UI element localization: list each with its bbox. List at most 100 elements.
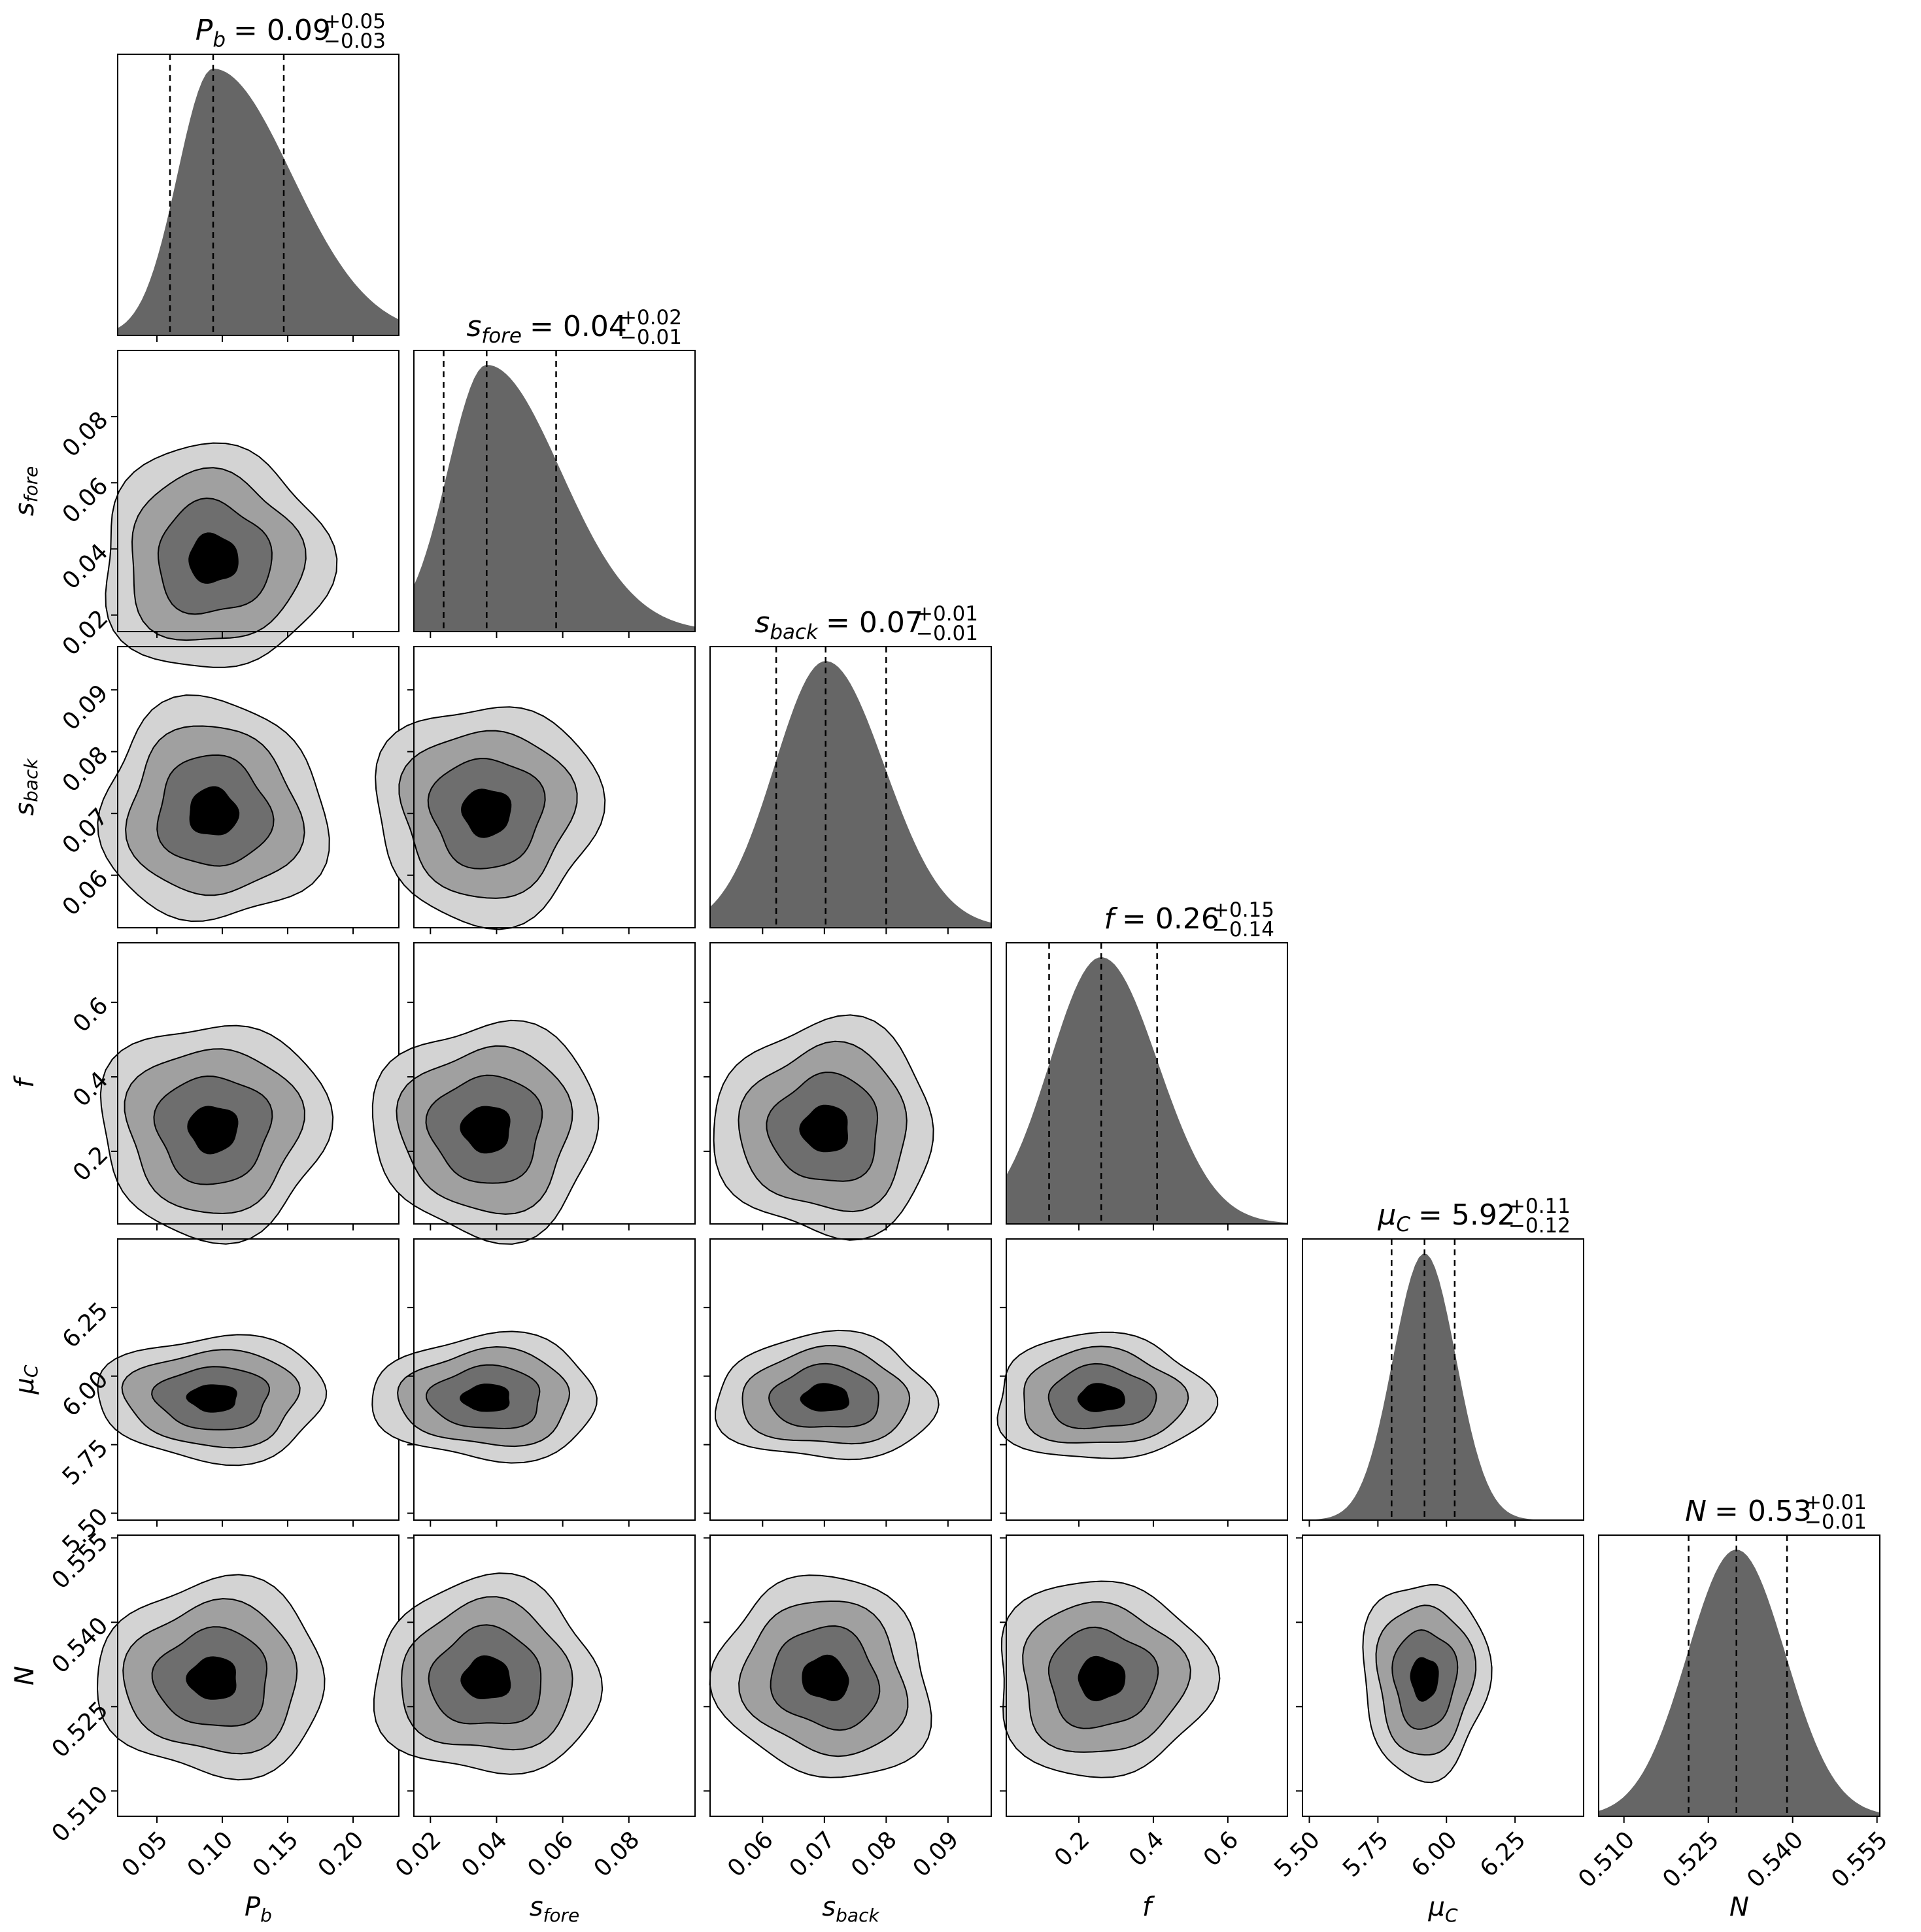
title-param: μC xyxy=(1377,1198,1410,1236)
title-equals: = xyxy=(530,310,563,343)
axes-frame xyxy=(1302,1534,1584,1817)
marginal-panel-f: f = 0.26+0.15−0.14 xyxy=(1006,898,1288,1230)
axes-frame xyxy=(709,942,992,1225)
contour-level-4 xyxy=(799,1104,848,1153)
param-symbol: N xyxy=(1729,1892,1749,1922)
title-plus-error: +0.05 xyxy=(324,10,386,33)
x-axis-label: sback xyxy=(822,1892,880,1926)
axes-frame xyxy=(1302,1238,1584,1521)
title-plus-error: +0.02 xyxy=(620,306,682,330)
x-tick-label: 0.08 xyxy=(846,1826,902,1882)
x-tick-label: 0.15 xyxy=(248,1826,304,1882)
joint-panel-Pb-sback: 0.060.070.080.09 xyxy=(58,646,400,934)
title-plus-error: +0.01 xyxy=(1805,1491,1867,1514)
title-minus-error: −0.01 xyxy=(620,326,682,349)
param-symbol: s xyxy=(10,802,40,816)
x-tick-label: 0.09 xyxy=(908,1826,964,1882)
param-subscript: back xyxy=(836,1905,880,1926)
param-subscript: back xyxy=(20,758,42,802)
x-tick-label: 6.00 xyxy=(1406,1826,1463,1882)
param-symbol: f xyxy=(1142,1892,1155,1922)
param-symbol: s xyxy=(10,502,40,516)
contour-level-4 xyxy=(186,1656,237,1700)
contour-level-4 xyxy=(1077,1383,1125,1412)
x-tick-label: 0.07 xyxy=(785,1826,841,1882)
param-symbol: μ xyxy=(1427,1892,1444,1922)
joint-panel-muC-N: 5.50 5.75 6.00 6.25 xyxy=(1269,1534,1584,1882)
contour-level-4 xyxy=(460,788,512,838)
panel-title: N = 0.53+0.01−0.01 xyxy=(1685,1491,1867,1534)
x-tick-label: 0.06 xyxy=(722,1826,779,1882)
contour-level-4 xyxy=(187,1106,239,1155)
title-plus-error: +0.01 xyxy=(916,602,978,626)
y-tick-label: 5.75 xyxy=(58,1434,114,1491)
x-tick-label: 5.50 xyxy=(1269,1826,1325,1882)
title-equals: = xyxy=(1418,1198,1452,1232)
param-symbol: μ xyxy=(1377,1198,1396,1232)
param-symbol: f xyxy=(10,1075,40,1088)
axes-frame xyxy=(709,646,992,928)
title-value: 0.07 xyxy=(859,606,923,639)
joint-panel-sback-muC xyxy=(704,1238,992,1527)
title-value: 0.26 xyxy=(1155,902,1219,936)
y-tick-label: 6.25 xyxy=(58,1297,114,1353)
panel-title: sfore = 0.04+0.02−0.01 xyxy=(466,306,682,349)
contour-level-4 xyxy=(1410,1657,1439,1702)
param-symbol: s xyxy=(755,606,770,639)
title-equals: = xyxy=(1714,1495,1748,1528)
x-tick-label: 5.75 xyxy=(1338,1826,1394,1882)
title-minus-error: −0.03 xyxy=(324,29,386,53)
x-tick-label: 0.04 xyxy=(456,1826,513,1882)
y-axis-label: sfore xyxy=(10,466,42,517)
param-symbol: N xyxy=(10,1666,40,1686)
contour-level-4 xyxy=(460,1655,511,1700)
param-symbol: s xyxy=(466,310,481,343)
title-median: = 0.09 xyxy=(233,14,331,47)
title-minus-error: −0.12 xyxy=(1508,1214,1571,1238)
contour-level-4 xyxy=(188,532,239,584)
axes-frame xyxy=(1006,942,1288,1225)
contour-level-4 xyxy=(460,1106,511,1154)
joint-panel-Pb-f: 0.20.40.6 xyxy=(68,942,400,1245)
axes-frame xyxy=(1598,1534,1880,1817)
title-median: = 5.92 xyxy=(1418,1198,1516,1232)
param-symbol: μ xyxy=(10,1378,40,1395)
x-tick-label: 0.510 xyxy=(1573,1826,1640,1893)
x-tick-label: 0.02 xyxy=(390,1826,447,1882)
param-symbol: P xyxy=(245,1892,261,1922)
title-median: = 0.04 xyxy=(530,310,627,343)
axes-frame xyxy=(1006,1238,1288,1521)
param-symbol: s xyxy=(822,1892,836,1922)
title-param: sback xyxy=(755,606,819,644)
param-subscript: b xyxy=(212,28,226,52)
x-tick-label: 0.20 xyxy=(313,1826,369,1882)
x-tick-label: 0.08 xyxy=(589,1826,645,1882)
joint-panel-Pb-sfore: 0.02 0.04 0.06 0.08 xyxy=(58,350,400,668)
axes-frame xyxy=(413,350,696,632)
x-tick-label: 0.05 xyxy=(117,1826,173,1882)
title-param: f xyxy=(1104,902,1119,936)
x-tick-label: 0.555 xyxy=(1826,1826,1893,1893)
y-axis-label: N xyxy=(10,1666,40,1686)
contour-level-4 xyxy=(189,786,240,836)
y-tick-label: 0.08 xyxy=(58,407,114,463)
param-symbol: N xyxy=(1685,1495,1707,1528)
marginal-panel-muC: μC = 5.92+0.11−0.12 xyxy=(1302,1195,1584,1527)
contour-level-4 xyxy=(186,1384,237,1413)
param-subscript: fore xyxy=(481,324,522,348)
title-equals: = xyxy=(1122,902,1155,936)
title-minus-error: −0.01 xyxy=(916,622,978,645)
marginal-panel-sback: sback = 0.07+0.01−0.01 xyxy=(709,602,992,934)
y-tick-label: 0.510 xyxy=(47,1781,114,1848)
param-subscript: C xyxy=(1396,1213,1410,1236)
x-axis-label: N xyxy=(1729,1892,1749,1922)
y-tick-label: 0.09 xyxy=(58,680,114,736)
x-tick-label: 0.10 xyxy=(182,1826,239,1882)
title-median: = 0.53 xyxy=(1714,1495,1812,1528)
y-tick-label: 0.2 xyxy=(68,1141,113,1186)
axes-frame xyxy=(413,942,696,1225)
joint-panel-sback-N: 0.06 0.07 0.08 0.09 xyxy=(704,1534,992,1882)
y-axis-label: sback xyxy=(10,758,42,816)
joint-panel-sfore-f xyxy=(371,942,696,1245)
title-minus-error: −0.14 xyxy=(1212,918,1274,941)
